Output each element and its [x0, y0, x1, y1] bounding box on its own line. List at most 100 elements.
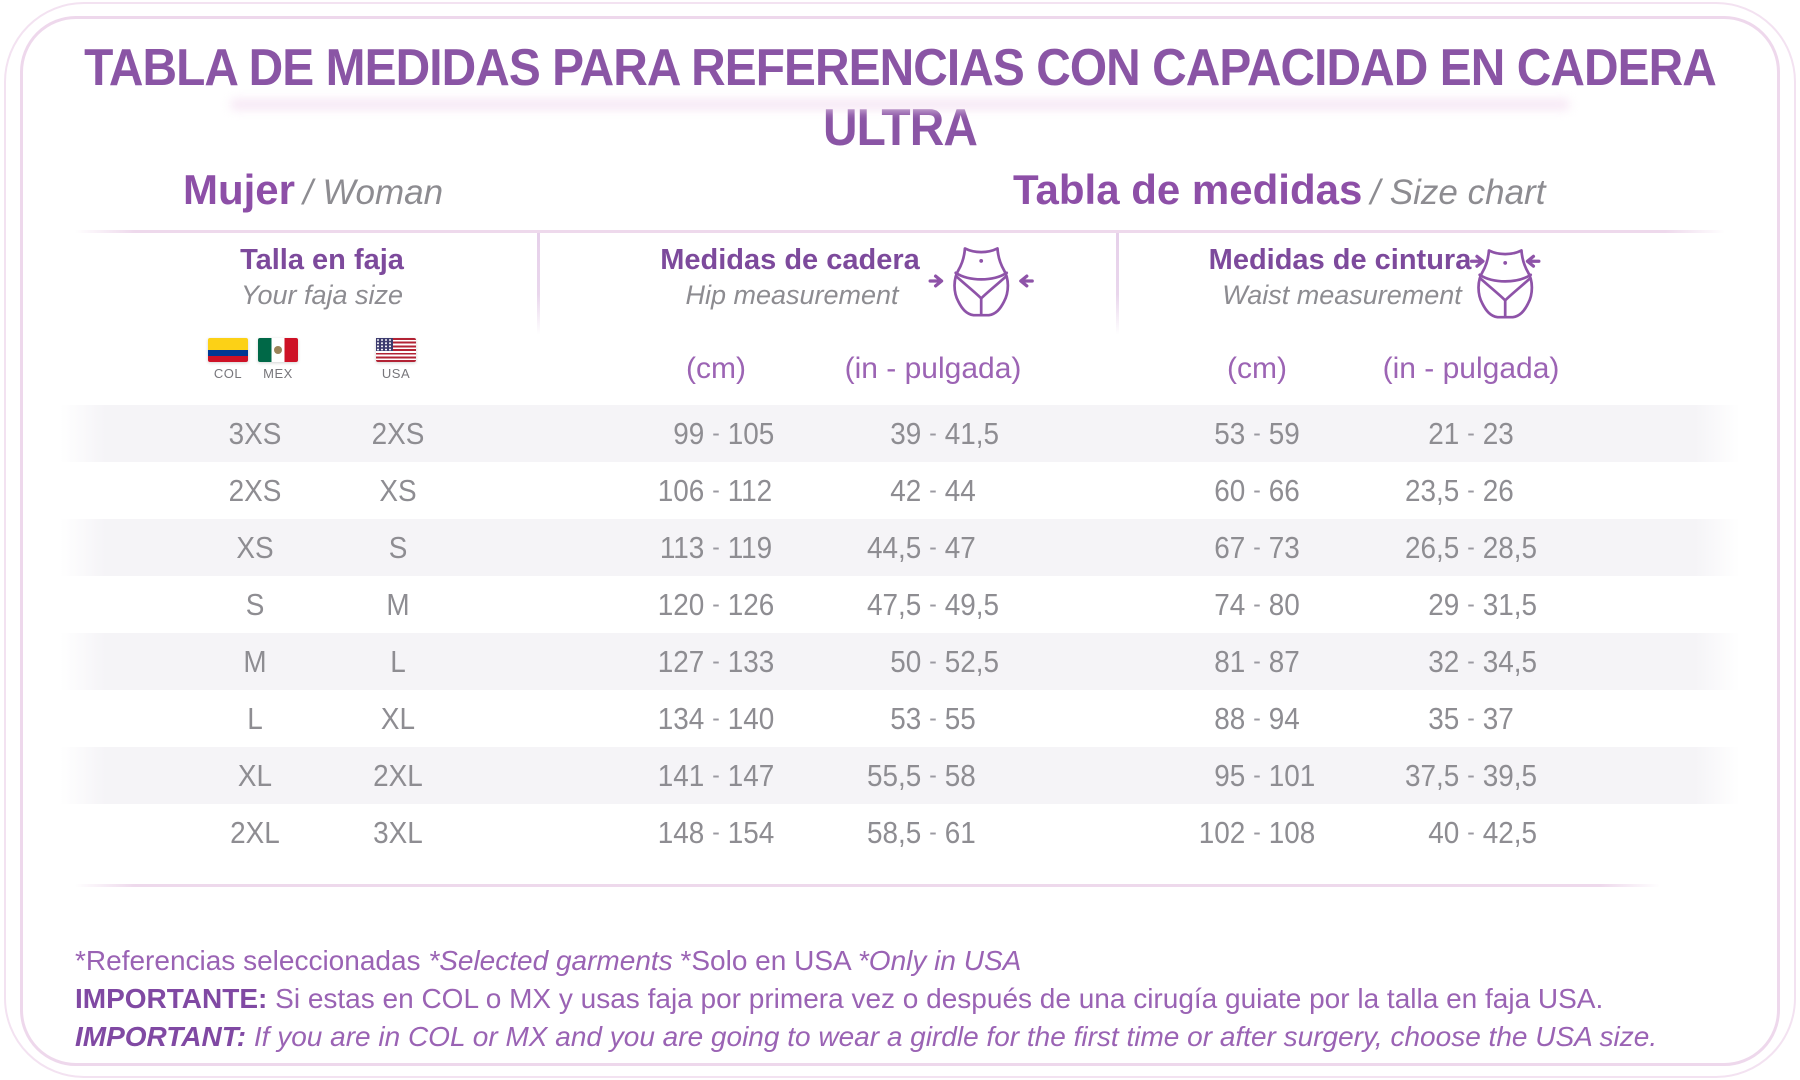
waist-cm-cell: 81-87 [1214, 643, 1300, 679]
waist-cm-unit-label: (cm) [1227, 352, 1287, 385]
flag-label-col: COL [213, 366, 243, 381]
table-rows: 3XS 2XS 99-105 39-41,5 53-59 21-23 2XS XS 106-11… [0, 405, 1800, 861]
size-col-mex-cell: M [243, 643, 267, 679]
hip-in-cell: 42-44 [890, 472, 976, 508]
size-col-mex-cell: XL [237, 757, 273, 793]
usa-flag-icon [376, 338, 416, 362]
waist-inch-unit-label: (in - pulgada) [1382, 352, 1560, 385]
table-row: 2XS XS 106-112 42-44 60-66 23,5-26 [0, 462, 1800, 519]
hip-column-title: Medidas de cadera [660, 244, 920, 276]
waist-column-title: Medidas de cintura [1208, 244, 1472, 276]
waist-in-cell: 29-31,5 [1428, 586, 1538, 622]
footnotes: *Referencias seleccionadas *Selected gar… [75, 942, 1735, 1056]
waist-cm-cell: 60-66 [1214, 472, 1300, 508]
flag-label-usa: USA [381, 366, 411, 381]
waist-in-cell: 40-42,5 [1428, 814, 1538, 850]
waist-cm-cell: 74-80 [1214, 586, 1300, 622]
hip-in-cell: 55,5-58 [866, 757, 976, 793]
table-row: L XL 134-140 53-55 88-94 35-37 [0, 690, 1800, 747]
header-divider-line [75, 230, 1725, 233]
title-shadow [230, 99, 1570, 110]
hip-cm-cell: 99-105 [673, 415, 775, 451]
flag-label-mex: MEX [263, 366, 293, 381]
size-usa-cell: 2XL [373, 757, 423, 793]
waist-cm-cell: 95-101 [1214, 757, 1316, 793]
hip-cm-cell: 120-126 [657, 586, 775, 622]
waist-cm-cell: 67-73 [1214, 529, 1300, 565]
hip-cm-cell: 127-133 [657, 643, 775, 679]
waist-cm-cell: 88-94 [1214, 700, 1300, 736]
colombia-flag-icon [208, 338, 248, 362]
table-row: S M 120-126 47,5-49,5 74-80 29-31,5 [0, 576, 1800, 633]
hip-cm-cell: 148-154 [657, 814, 775, 850]
mexico-flag-icon [258, 338, 298, 362]
column-divider-1 [537, 233, 540, 335]
table-row: 2XL 3XL 148-154 58,5-61 102-108 40-42,5 [0, 804, 1800, 861]
size-column-subtitle: Your faja size [240, 280, 404, 310]
waist-column-subtitle: Waist measurement [1222, 280, 1462, 310]
important-en-label: IMPORTANT: [75, 1021, 247, 1052]
size-usa-cell: M [386, 586, 410, 622]
size-usa-cell: L [390, 643, 406, 679]
hip-in-cell: 47,5-49,5 [866, 586, 1000, 622]
hip-cm-cell: 141-147 [657, 757, 775, 793]
hip-cm-cell: 134-140 [657, 700, 775, 736]
size-usa-cell: XS [379, 472, 417, 508]
waist-in-cell: 37,5-39,5 [1404, 757, 1538, 793]
footnote-usa-en: *Only in USA [857, 945, 1022, 976]
hip-in-cell: 39-41,5 [890, 415, 1000, 451]
size-usa-cell: S [388, 529, 408, 565]
size-col-mex-cell: XS [236, 529, 274, 565]
size-col-mex-cell: S [245, 586, 265, 622]
footnote-references-es: *Referencias seleccionadas [75, 945, 429, 976]
hip-in-cell: 58,5-61 [866, 814, 976, 850]
table-bottom-line [75, 884, 1660, 887]
heading-mujer: Mujer / Woman [183, 166, 443, 214]
size-col-mex-cell: 2XL [230, 814, 280, 850]
waist-cm-cell: 53-59 [1214, 415, 1300, 451]
hip-measurement-icon [928, 247, 1034, 317]
heading-mujer-sub: / Woman [303, 173, 444, 212]
table-row: XL 2XL 141-147 55,5-58 95-101 37,5-39,5 [0, 747, 1800, 804]
footnote-usa-es: *Solo en USA [680, 945, 858, 976]
footnote-important-es: IMPORTANTE: Si estas en COL o MX y usas … [75, 980, 1735, 1018]
table-row: 3XS 2XS 99-105 39-41,5 53-59 21-23 [0, 405, 1800, 462]
important-es-label: IMPORTANTE: [75, 983, 268, 1014]
size-col-mex-cell: 2XS [228, 472, 282, 508]
footnote-references: *Referencias seleccionadas *Selected gar… [75, 942, 1735, 980]
important-es-text: Si estas en COL o MX y usas faja por pri… [267, 983, 1604, 1014]
hip-column-subtitle: Hip measurement [685, 280, 899, 310]
waist-in-cell: 32-34,5 [1428, 643, 1538, 679]
important-en-text: If you are in COL or MX and you are goin… [246, 1021, 1658, 1052]
size-col-mex-cell: L [247, 700, 263, 736]
hip-cm-cell: 113-119 [659, 529, 773, 565]
waist-in-cell: 23,5-26 [1404, 472, 1514, 508]
size-usa-cell: 2XS [371, 415, 425, 451]
waist-in-cell: 35-37 [1428, 700, 1514, 736]
hip-in-cell: 44,5-47 [866, 529, 976, 565]
column-divider-2 [1116, 233, 1119, 335]
waist-cm-cell: 102-108 [1198, 814, 1316, 850]
waist-measurement-icon [1469, 249, 1541, 319]
size-usa-cell: 3XL [373, 814, 423, 850]
size-column-title: Talla en faja [240, 244, 404, 276]
heading-size-chart: Tabla de medidas / Size chart [1013, 166, 1545, 214]
hip-in-cell: 50-52,5 [890, 643, 1000, 679]
heading-mujer-main: Mujer [183, 166, 296, 213]
hip-inch-unit-label: (in - pulgada) [844, 352, 1022, 385]
page-title: TABLA DE MEDIDAS PARA REFERENCIAS CON CA… [84, 39, 1717, 157]
hip-in-cell: 53-55 [890, 700, 976, 736]
table-row: XS S 113-119 44,5-47 67-73 26,5-28,5 [0, 519, 1800, 576]
table-row: M L 127-133 50-52,5 81-87 32-34,5 [0, 633, 1800, 690]
heading-size-chart-main: Tabla de medidas [1013, 166, 1363, 213]
heading-size-chart-sub: / Size chart [1370, 173, 1546, 212]
waist-in-cell: 21-23 [1428, 415, 1514, 451]
waist-in-cell: 26,5-28,5 [1404, 529, 1538, 565]
hip-cm-cell: 106-112 [657, 472, 773, 508]
size-col-mex-cell: 3XS [228, 415, 282, 451]
footnote-references-en: *Selected garments [428, 945, 681, 976]
footnote-important-en: IMPORTANT: If you are in COL or MX and y… [75, 1018, 1735, 1056]
size-usa-cell: XL [380, 700, 416, 736]
hip-cm-unit-label: (cm) [686, 352, 746, 385]
